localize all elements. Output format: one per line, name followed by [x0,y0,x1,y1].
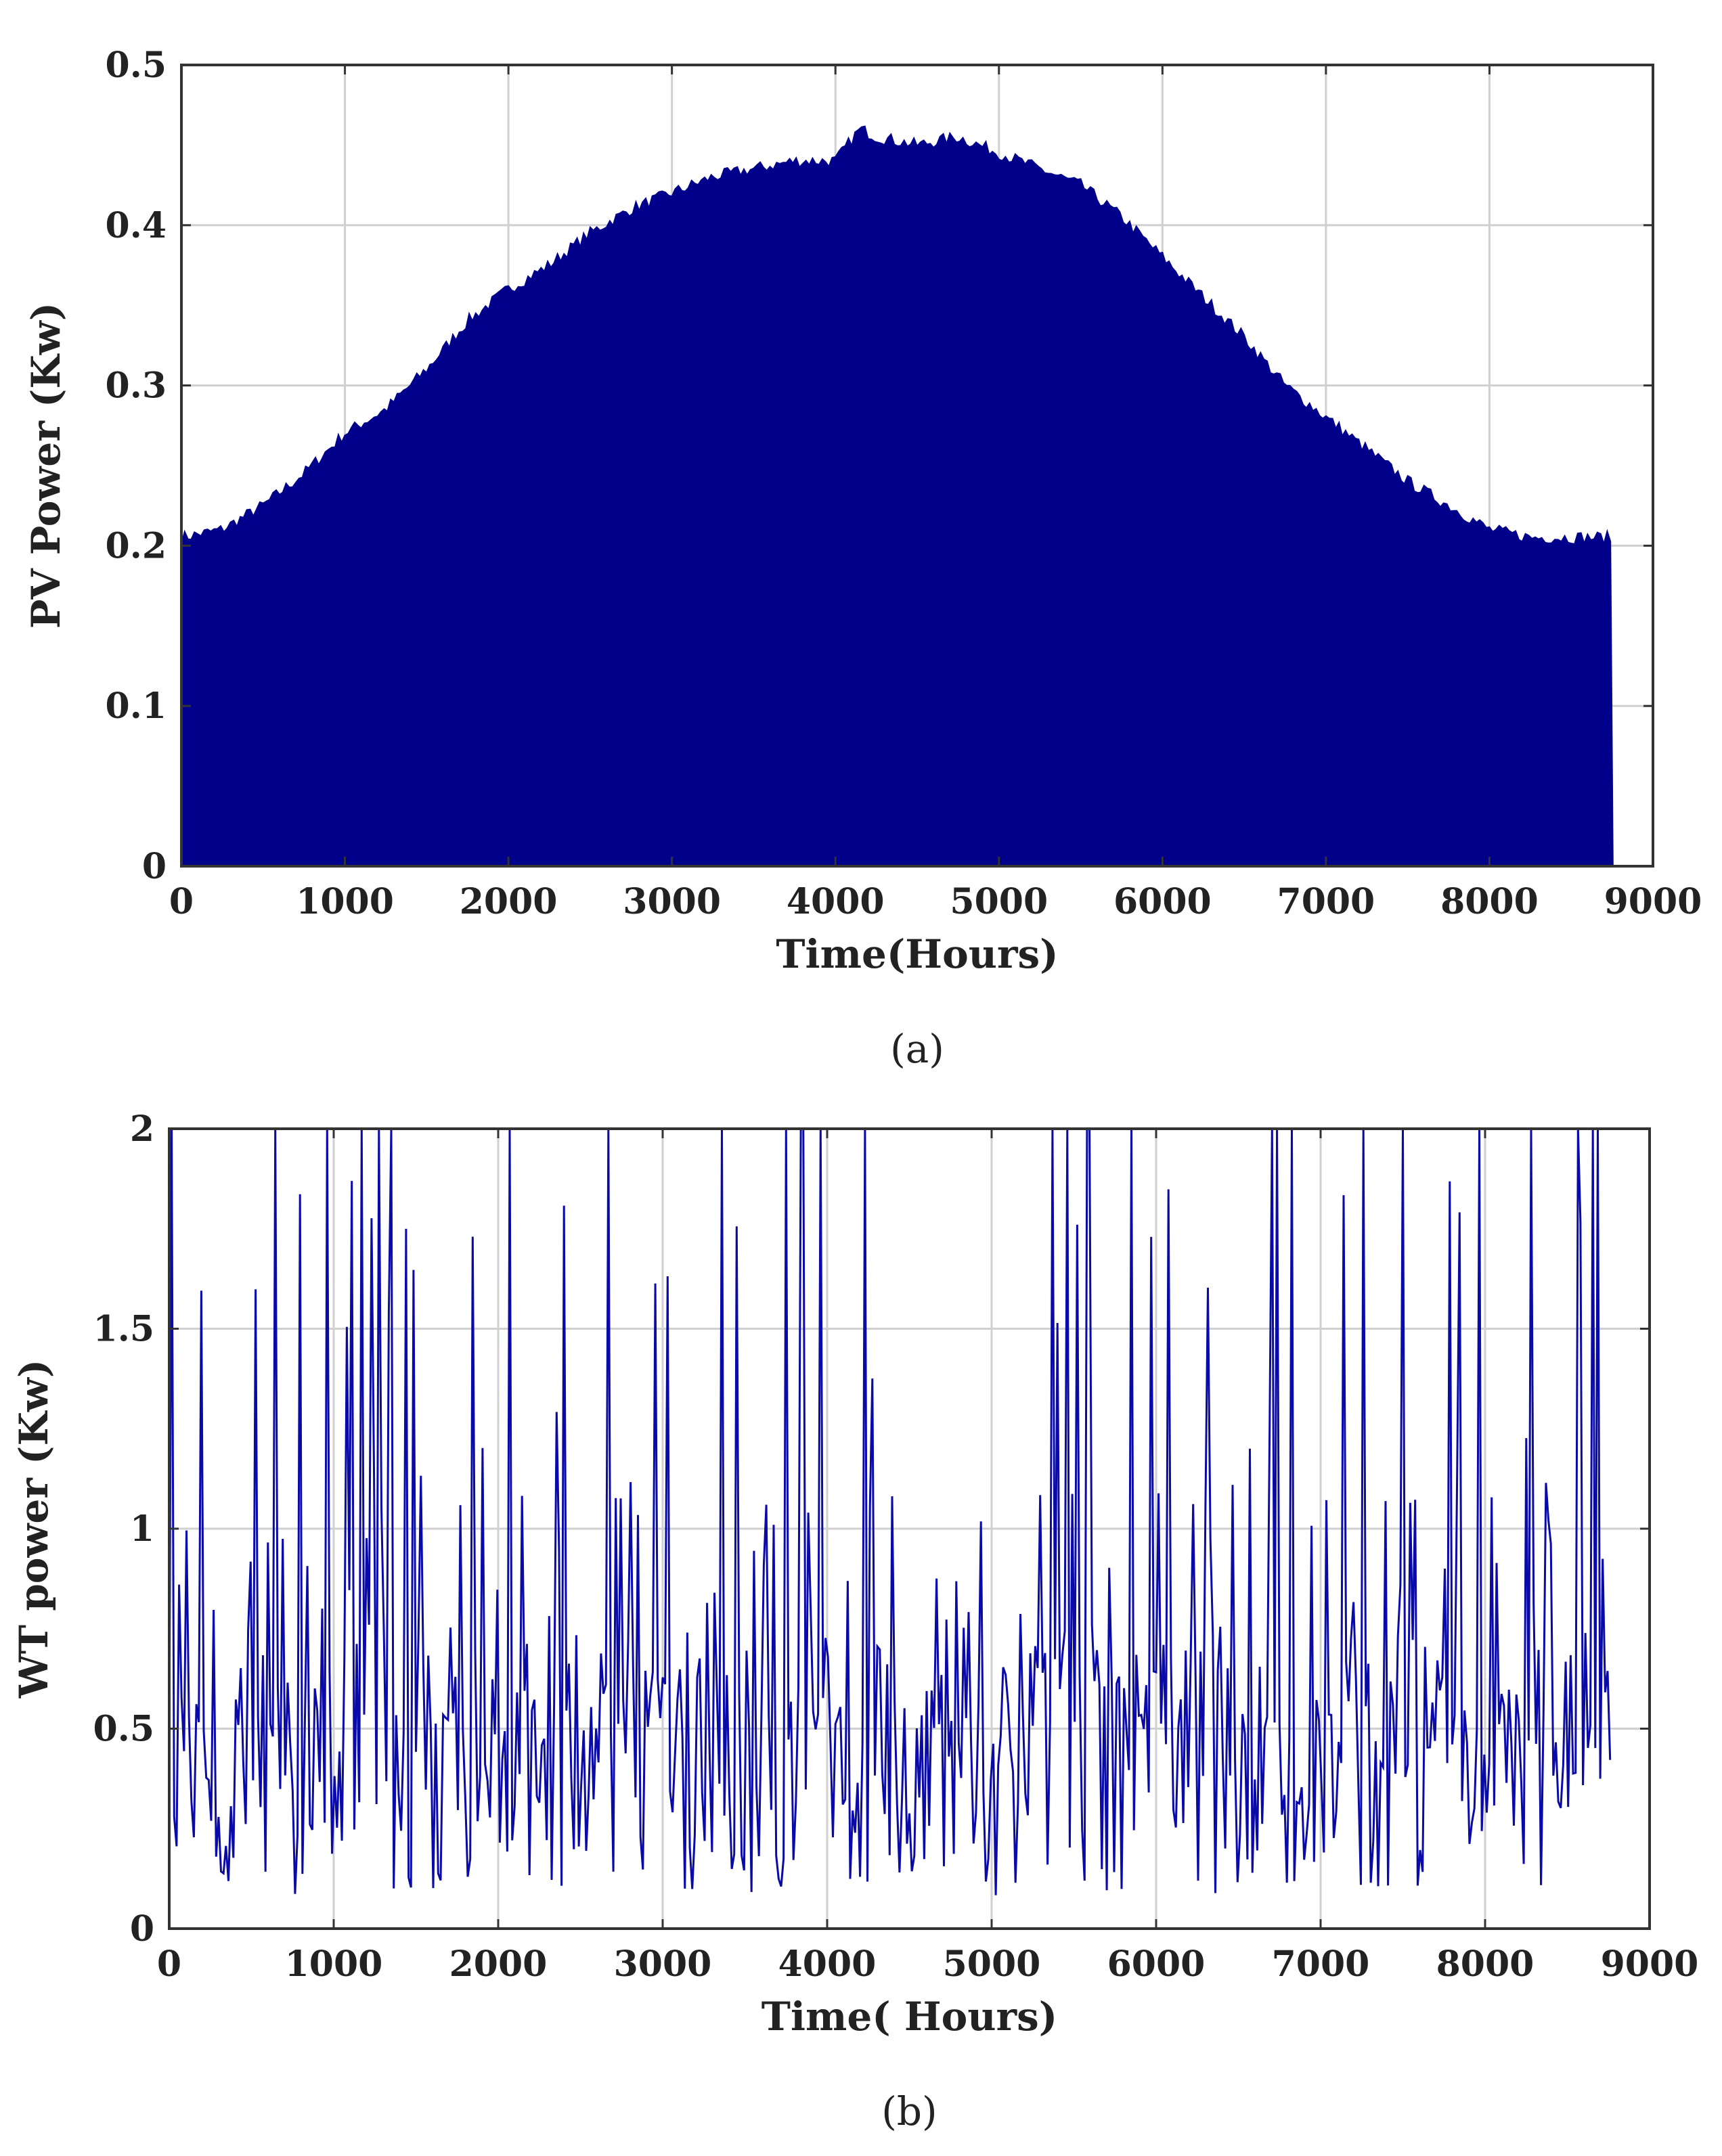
pv-x-tick-label: 3000 [623,881,721,922]
pv-ticks: 0 1000 2000 3000 4000 5000 6000 7000 8000 9000 0 0.… [106,45,1702,922]
pv-x-tick-label: 5000 [950,881,1048,922]
caption-b: (b) [881,2088,937,2134]
wt-x-tick-label: 3000 [614,1944,712,1985]
pv-y-axis-label: PV Power (Kw) [23,302,69,629]
pv-x-tick-label: 1000 [296,881,394,922]
wt-x-tick-label: 2000 [449,1944,548,1985]
wt-power-chart: 0 1000 2000 3000 4000 5000 6000 7000 8000 9000 0 0.… [11,1108,1698,2134]
wt-y-tick-label: 1.5 [93,1309,154,1350]
pv-x-tick-label: 2000 [460,881,558,922]
pv-x-tick-label: 9000 [1604,881,1702,922]
wt-x-tick-label: 9000 [1601,1944,1699,1985]
pv-x-tick-label: 8000 [1440,881,1539,922]
pv-x-axis-label: Time(Hours) [776,931,1058,977]
pv-y-tick-label: 0.4 [106,205,167,246]
pv-plot-frame [180,64,1654,868]
caption-a: (a) [890,1026,944,1072]
wt-x-tick-label: 7000 [1272,1944,1370,1985]
wt-x-tick-label: 0 [157,1944,181,1985]
wt-x-tick-label: 4000 [778,1944,877,1985]
wt-x-tick-label: 5000 [943,1944,1041,1985]
wt-y-tick-label: 2 [130,1108,154,1150]
wt-ticks: 0 1000 2000 3000 4000 5000 6000 7000 8000 9000 0 0.… [93,1108,1699,1985]
pv-y-tick-label: 0.3 [106,365,167,407]
wt-y-tick-label: 1 [130,1508,154,1550]
pv-x-tick-label: 4000 [787,881,885,922]
wt-y-tick-label: 0 [130,1908,154,1950]
pv-x-tick-label: 0 [169,881,194,922]
pv-y-tick-label: 0.2 [106,525,167,566]
pv-x-tick-label: 7000 [1277,881,1375,922]
wt-x-tick-label: 8000 [1436,1944,1535,1985]
pv-y-tick-label: 0.1 [106,686,167,727]
pv-y-tick-label: 0.5 [106,45,167,86]
wt-power-line [168,1127,1612,1895]
wt-y-axis-label: WT power (Kw) [11,1360,57,1699]
wt-x-axis-label: Time( Hours) [761,1994,1057,2040]
wt-y-tick-label: 0.5 [93,1709,154,1750]
pv-power-area [181,125,1614,867]
pv-y-tick-label: 0 [142,846,167,887]
wt-x-tick-label: 6000 [1107,1944,1206,1985]
pv-x-tick-label: 6000 [1113,881,1212,922]
pv-power-chart: 0 1000 2000 3000 4000 5000 6000 7000 8000 9000 0 0.… [23,45,1702,1072]
wt-x-tick-label: 1000 [285,1944,383,1985]
